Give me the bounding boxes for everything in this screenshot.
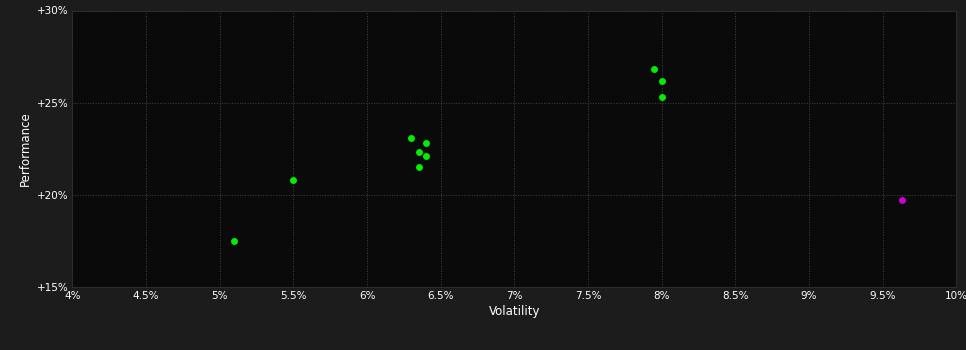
Point [227, 238, 242, 244]
Point [286, 177, 301, 183]
Point [418, 140, 434, 146]
Point [895, 197, 910, 203]
Point [411, 150, 426, 155]
Point [418, 153, 434, 159]
Point [646, 67, 662, 72]
X-axis label: Volatility: Volatility [489, 305, 540, 318]
Point [654, 78, 669, 83]
Point [404, 135, 419, 140]
Y-axis label: Performance: Performance [19, 111, 33, 186]
Point [654, 94, 669, 100]
Point [411, 164, 426, 170]
